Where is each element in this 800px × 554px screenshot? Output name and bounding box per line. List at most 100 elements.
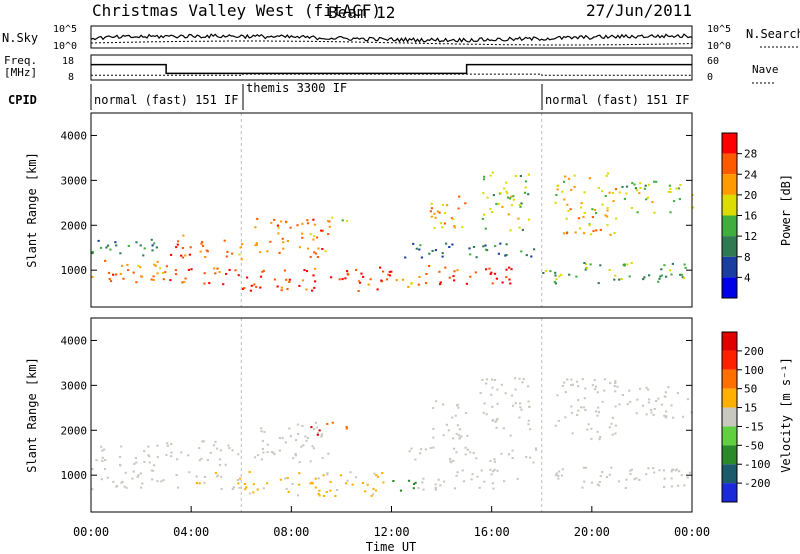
range-cell [334,495,337,497]
colorbar-swatch [722,426,737,446]
freq-tick-bottom: 8 [68,72,74,83]
range-cell [493,460,497,463]
range-cell [564,175,567,178]
range-cell [162,479,165,482]
range-cell [591,216,594,219]
range-cell [237,274,240,277]
range-cell [321,229,324,232]
range-cell [101,456,104,459]
range-cell [635,412,638,415]
range-cell [123,485,126,488]
range-cell [601,190,604,193]
range-cell [476,475,479,478]
power-ylabel: Slant Range [km] [25,152,39,268]
range-cell [489,207,492,210]
range-cell [677,484,680,487]
x-tick-label: 20:00 [574,525,610,539]
range-cell [512,195,515,198]
range-cell [170,253,173,256]
range-cell [246,276,249,279]
range-cell [314,252,317,255]
range-cell [644,184,647,187]
range-cell [443,480,446,483]
range-cell [575,275,578,278]
range-cell [658,277,661,280]
range-cell [655,400,658,402]
range-cell [634,187,637,190]
range-cell [474,271,477,274]
range-cell [243,287,246,289]
range-cell [410,447,413,450]
range-cell [347,273,350,276]
range-cell [591,208,594,211]
range-cell [442,403,445,406]
range-cell [484,244,487,247]
range-cell [668,184,671,187]
range-cell [518,402,522,405]
range-cell [594,385,597,388]
range-cell [622,263,625,266]
range-cell [492,194,495,197]
range-cell [387,273,390,276]
range-cell [534,447,538,450]
cpid-mode-2: themis 3300 IF [246,81,347,95]
range-cell [213,267,216,270]
range-cell [483,480,486,483]
range-cell [481,378,484,381]
range-cell [107,244,110,247]
range-cell [420,256,423,259]
range-cell [101,449,104,452]
range-cell [678,470,681,473]
range-cell [576,414,579,416]
colorbar-tick-label: 24 [744,168,758,181]
range-cell [636,211,639,214]
range-cell [542,272,545,274]
range-cell [520,250,523,253]
range-cell [509,229,512,232]
power-y-axis: 4000 3000 2000 1000 [61,129,692,277]
range-cell [570,384,573,387]
range-cell [429,210,432,213]
nave-label: Nave [752,63,779,76]
range-cell [195,482,198,485]
range-cell [329,480,332,483]
range-cell [187,454,190,457]
range-cell [298,246,301,249]
range-cell [227,444,230,447]
range-cell [449,457,452,460]
range-cell [469,275,472,278]
range-cell [322,495,326,497]
range-cell [288,427,291,430]
range-cell [528,405,531,408]
range-cell [176,486,180,489]
range-cell [318,489,321,492]
range-cell [670,404,673,407]
range-cell [684,266,687,269]
range-cell [203,481,206,484]
range-cell [153,263,156,266]
range-cell [326,473,329,476]
range-cell [522,378,525,380]
range-cell [156,456,159,459]
range-cell [658,469,661,472]
range-cell [127,244,130,247]
range-cell [279,478,282,481]
range-cell [104,459,107,462]
range-cell [683,263,686,266]
range-cell [679,183,682,186]
power-colorbar-label: Power [dB] [779,174,793,246]
range-cell [131,477,134,480]
range-cell [491,282,494,285]
range-cell [301,425,304,427]
range-cell [309,482,312,485]
range-cell [593,379,596,382]
range-cell [581,378,584,381]
range-cell [418,276,421,278]
range-cell [500,383,503,386]
range-cell [681,276,684,279]
range-cell [307,247,310,250]
range-cell [99,246,103,249]
range-cell [155,246,158,249]
cpid-panel: CPID normal (fast) 151 IF themis 3300 IF… [8,81,690,110]
range-cell [438,270,441,273]
